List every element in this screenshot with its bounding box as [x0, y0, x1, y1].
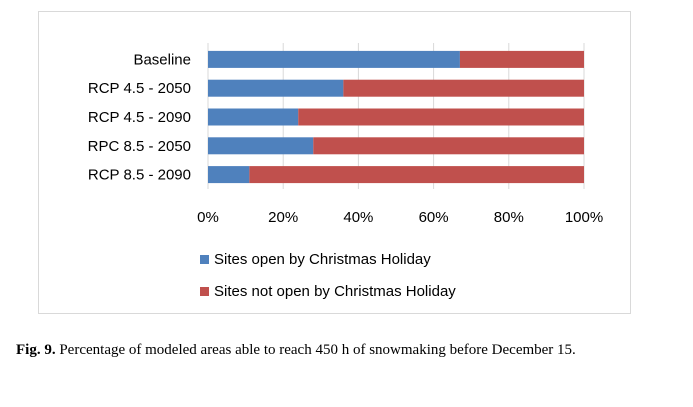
legend-swatch [200, 287, 209, 296]
figure-caption: Fig. 9. Percentage of modeled areas able… [16, 340, 681, 361]
x-tick-label: 0% [197, 209, 219, 226]
bar-not-open [343, 79, 584, 97]
bar-open [208, 50, 460, 68]
x-tick-label: 60% [419, 209, 449, 226]
bar-not-open [459, 50, 584, 68]
bar-open [208, 79, 344, 97]
caption-label: Fig. 9. [16, 342, 56, 358]
category-label: RPC 8.5 - 2050 [88, 138, 191, 155]
bar-open [208, 137, 314, 155]
caption-text: Percentage of modeled areas able to reac… [55, 342, 576, 358]
x-tick-label: 40% [343, 209, 373, 226]
category-label: RCP 4.5 - 2050 [88, 80, 191, 97]
category-label: RCP 8.5 - 2090 [88, 167, 191, 184]
legend-label: Sites not open by Christmas Holiday [214, 283, 456, 300]
legend-swatch [200, 255, 209, 264]
category-label: RCP 4.5 - 2090 [88, 109, 191, 126]
bar-not-open [249, 166, 585, 184]
bar-open [208, 166, 250, 184]
bar-not-open [298, 108, 584, 126]
category-label: Baseline [133, 51, 191, 68]
x-tick-label: 80% [494, 209, 524, 226]
legend-label: Sites open by Christmas Holiday [214, 251, 431, 268]
x-tick-label: 20% [268, 209, 298, 226]
bar-open [208, 108, 299, 126]
x-tick-label: 100% [565, 209, 603, 226]
bar-chart: 0% 20% 40% 60% 80% 100% Baseline RCP 4.5 - 2050… [88, 43, 603, 300]
bar-not-open [313, 137, 584, 155]
